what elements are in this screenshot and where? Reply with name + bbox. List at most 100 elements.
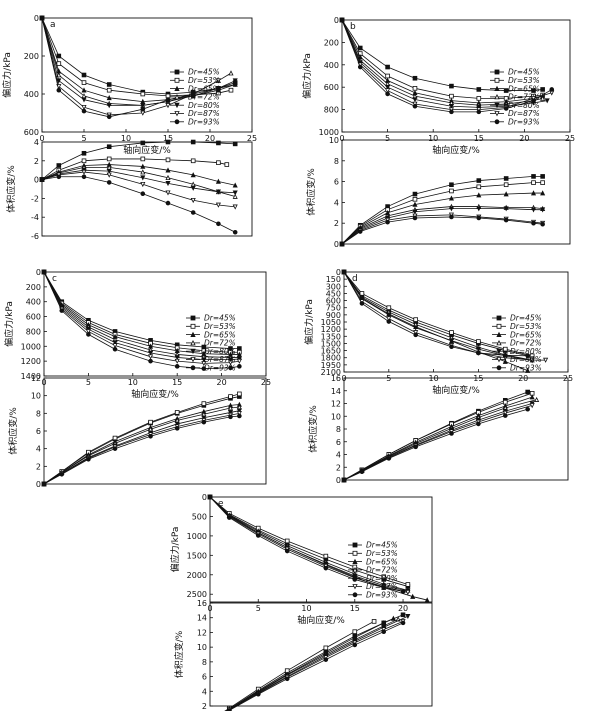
data-point [448, 195, 454, 201]
x-tick-label: 15 [474, 134, 484, 143]
legend-marker [190, 331, 196, 338]
y-tick-label: 200 [324, 38, 339, 47]
legend-marker [174, 69, 180, 75]
series-line [225, 614, 404, 711]
data-point [232, 193, 238, 199]
legend-marker [494, 69, 500, 75]
y-tick-label: 10 [331, 412, 341, 421]
data-point [81, 174, 87, 180]
series-line [41, 17, 219, 116]
plot-frame [341, 19, 571, 133]
data-point [531, 174, 536, 179]
data-point [216, 221, 221, 227]
plot-frame [41, 141, 253, 237]
data-point [190, 197, 196, 204]
series-1 [41, 394, 242, 487]
data-point [201, 415, 207, 421]
data-point [503, 106, 509, 111]
data-point [174, 355, 180, 361]
data-point [448, 338, 455, 344]
y-tick-label: -2 [31, 194, 39, 203]
legend-label: Dr=87% [366, 582, 398, 591]
x-tick-label: 15 [163, 134, 173, 143]
data-point [449, 330, 454, 335]
data-point [190, 172, 196, 178]
series-line [225, 618, 394, 711]
y-axis-label: 偏应力/kPa [169, 527, 181, 573]
data-point [386, 312, 392, 318]
x-tick-label: 20 [519, 134, 529, 143]
data-point [232, 82, 238, 87]
data-point [502, 346, 508, 352]
data-point [140, 191, 146, 197]
series-line [343, 408, 528, 481]
legend-marker [496, 331, 502, 338]
data-point [449, 109, 454, 115]
x-tick-label: 10 [301, 604, 311, 613]
legend-marker [190, 323, 196, 329]
data-point [174, 410, 180, 415]
legend-marker [496, 357, 502, 363]
data-point [381, 574, 387, 580]
legend-marker [190, 365, 196, 371]
legend-label: Dr=72% [204, 339, 236, 348]
legend-label: Dr=93% [510, 364, 542, 373]
series-line [343, 399, 537, 481]
legend-label: Dr=45% [510, 314, 542, 323]
data-point [140, 175, 146, 181]
legend-label: Dr=65% [366, 557, 398, 566]
y-tick-label: 800 [324, 106, 339, 115]
data-point [413, 325, 419, 331]
data-point [56, 87, 62, 93]
y-tick-label: 1950 [321, 361, 341, 370]
data-point [207, 494, 213, 500]
legend-label: Dr=45% [188, 68, 220, 77]
data-point [502, 413, 508, 418]
data-point [174, 364, 180, 369]
data-point [386, 305, 392, 311]
y-tick-label: 16 [331, 374, 341, 383]
y-tick-label: 200 [26, 283, 41, 292]
data-point [543, 357, 549, 363]
y-tick-label: 0 [36, 268, 41, 277]
x-tick-label: 5 [86, 378, 91, 387]
legend-marker [352, 542, 358, 548]
data-point [410, 593, 416, 599]
data-point [165, 97, 171, 102]
data-point [227, 708, 232, 711]
data-point [503, 182, 509, 188]
y-axis-label: 偏应力/kPa [303, 299, 315, 345]
data-point [190, 158, 196, 164]
legend-marker [352, 567, 358, 573]
series-6 [41, 411, 242, 487]
x-tick-label: 15 [473, 374, 483, 383]
data-point [174, 358, 180, 364]
legend-marker [494, 77, 500, 83]
series-4 [41, 404, 242, 487]
y-tick-label: 2 [336, 463, 341, 472]
data-point [400, 620, 406, 626]
data-point [106, 172, 112, 178]
data-point [81, 105, 87, 111]
data-point [284, 676, 290, 682]
data-point [148, 419, 153, 425]
legend-label: Dr=80% [188, 101, 220, 110]
legend-marker [496, 348, 502, 355]
series-7 [341, 269, 530, 359]
y-tick-label: 0 [36, 480, 41, 489]
data-point [385, 219, 390, 225]
series-line [209, 496, 408, 592]
data-point [232, 204, 238, 210]
legend-marker [352, 592, 358, 598]
series-4 [39, 164, 238, 199]
data-point [503, 217, 509, 223]
legend-label: Dr=87% [508, 109, 540, 118]
data-point [140, 106, 146, 112]
data-point [148, 433, 153, 439]
y-tick-label: 1050 [321, 318, 341, 327]
panel-d: 0150300450600750900105012001350150016501… [303, 268, 573, 485]
data-point [540, 221, 545, 227]
y-tick-label: 6 [334, 178, 339, 187]
series-7 [227, 620, 406, 711]
